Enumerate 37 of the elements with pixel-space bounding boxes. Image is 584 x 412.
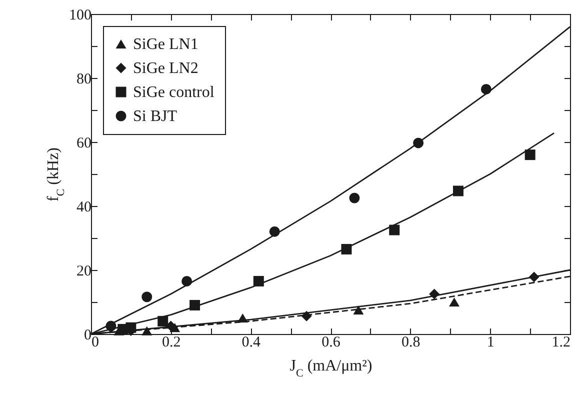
point [190,300,200,310]
y-tick-label: 100 [69,8,92,24]
point [413,138,424,148]
y-tick-label: 40 [76,200,92,216]
point [170,323,180,332]
point [237,313,248,323]
legend-label: SiGe LN2 [133,60,198,77]
point [429,288,440,300]
legend-label: SiGe LN1 [133,36,198,53]
point [269,226,280,237]
x-tick-label: 0.6 [322,334,341,350]
point [452,186,464,196]
y-tick-label: 20 [76,264,92,280]
x-tick-label: 1.2 [552,334,570,350]
point [349,192,360,204]
point [142,326,152,336]
point [253,276,264,286]
point [182,276,192,286]
x-tick-label: 0.8 [401,334,420,350]
point [301,310,312,322]
x-tick-label: 1 [486,334,494,350]
y-tick-label: 80 [76,72,92,88]
point [353,305,364,315]
x-tick-label: 0.4 [242,334,262,350]
x-axis-title: J$_{C}$ (mA/μm²) [290,358,372,380]
legend-label: Si BJT [133,108,178,125]
y-tick-label: 60 [76,136,92,152]
point [480,84,492,94]
point [528,272,540,282]
point [524,150,536,160]
point [142,292,152,302]
point [449,297,460,307]
point [389,224,400,236]
legend-label: SiGe control [133,84,215,101]
point [341,244,352,254]
x-tick-label: 0.2 [162,334,181,350]
point [158,316,168,326]
